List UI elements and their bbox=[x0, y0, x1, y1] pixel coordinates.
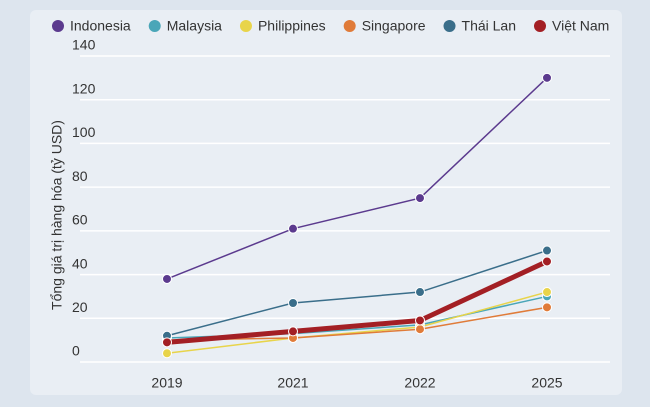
x-tick-label: 2019 bbox=[151, 375, 182, 391]
y-tick-label: 20 bbox=[72, 299, 88, 315]
legend-marker bbox=[534, 20, 546, 32]
data-point bbox=[542, 245, 552, 256]
y-tick-label: 80 bbox=[72, 168, 88, 184]
legend-label: Thái Lan bbox=[462, 18, 516, 34]
y-tick-label: 140 bbox=[72, 37, 96, 53]
legend-marker bbox=[239, 20, 252, 32]
data-point bbox=[415, 287, 425, 298]
data-point bbox=[415, 324, 425, 335]
legend-marker bbox=[443, 20, 456, 32]
series-line bbox=[166, 291, 548, 355]
data-point bbox=[288, 223, 298, 234]
y-axis-label: Tổng giá trị hàng hóa (tỷ USD) bbox=[49, 120, 65, 310]
legend-label: Việt Nam bbox=[552, 18, 609, 34]
panel bbox=[30, 10, 622, 395]
x-tick-label: 2022 bbox=[404, 375, 435, 391]
y-tick-label: 0 bbox=[72, 343, 80, 359]
y-tick-label: 60 bbox=[72, 212, 88, 228]
legend-label: Indonesia bbox=[70, 18, 131, 34]
x-tick-label: 2021 bbox=[277, 375, 308, 391]
y-tick-label: 40 bbox=[72, 255, 88, 271]
series-line bbox=[166, 77, 548, 280]
data-point bbox=[288, 297, 298, 308]
legend-label: Malaysia bbox=[167, 18, 222, 34]
series-line bbox=[166, 249, 548, 337]
legend-label: Singapore bbox=[362, 18, 426, 34]
data-point bbox=[542, 72, 552, 83]
y-tick-label: 100 bbox=[72, 124, 96, 140]
legend-marker bbox=[343, 20, 356, 32]
series-line bbox=[166, 259, 549, 345]
data-point bbox=[542, 287, 552, 298]
data-point bbox=[542, 302, 552, 313]
data-point bbox=[162, 337, 172, 348]
data-point bbox=[162, 348, 172, 359]
y-tick-label: 120 bbox=[72, 80, 96, 96]
data-point bbox=[415, 193, 425, 204]
data-point bbox=[415, 315, 425, 326]
legend-marker bbox=[52, 20, 64, 32]
data-point bbox=[162, 273, 172, 284]
data-point bbox=[288, 326, 298, 337]
x-tick-label: 2025 bbox=[531, 375, 562, 391]
legend-marker bbox=[148, 20, 161, 32]
legend-label: Philippines bbox=[258, 18, 326, 34]
data-point bbox=[542, 256, 552, 267]
